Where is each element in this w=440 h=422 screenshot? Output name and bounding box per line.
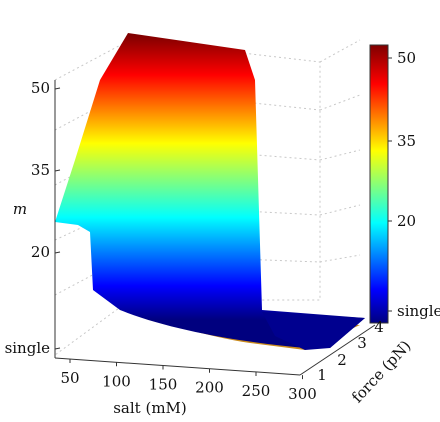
x-tick-label: 300: [288, 385, 317, 403]
x-axis-label: salt (mM): [113, 399, 187, 417]
surface-ledge: [262, 312, 365, 350]
z-tick-mark: [54, 251, 61, 254]
z-axis-label: m: [13, 200, 27, 218]
x-tick-label: 150: [149, 375, 178, 393]
z-tick-label: 35: [31, 161, 50, 179]
x-tick-label: 50: [60, 369, 79, 387]
z-tick-label: 50: [31, 79, 50, 97]
surface-main: [55, 33, 365, 348]
y-tick-label: 4: [374, 318, 384, 336]
x-tick-label: 100: [102, 372, 131, 390]
colorbar-tick-label: 50: [397, 49, 416, 67]
colorbar-tick-label: 20: [397, 212, 416, 230]
y-tick-label: 3: [357, 334, 367, 352]
axes: [54, 80, 376, 376]
z-tick-label: single: [5, 339, 51, 357]
y-tick-label: 2: [337, 351, 347, 369]
colorbar: [369, 44, 389, 324]
y-tick-label: 1: [317, 366, 327, 384]
colorbar-tick-label: single: [397, 302, 440, 320]
z-tick-mark: [54, 87, 61, 90]
z-tick-label: 20: [31, 243, 50, 261]
colorbar-tick-label: 35: [397, 132, 416, 150]
z-tick-mark: [54, 169, 61, 172]
z-tick-mark: [54, 347, 61, 350]
x-tick-label: 200: [195, 379, 224, 397]
x-tick-label: 250: [242, 382, 271, 400]
